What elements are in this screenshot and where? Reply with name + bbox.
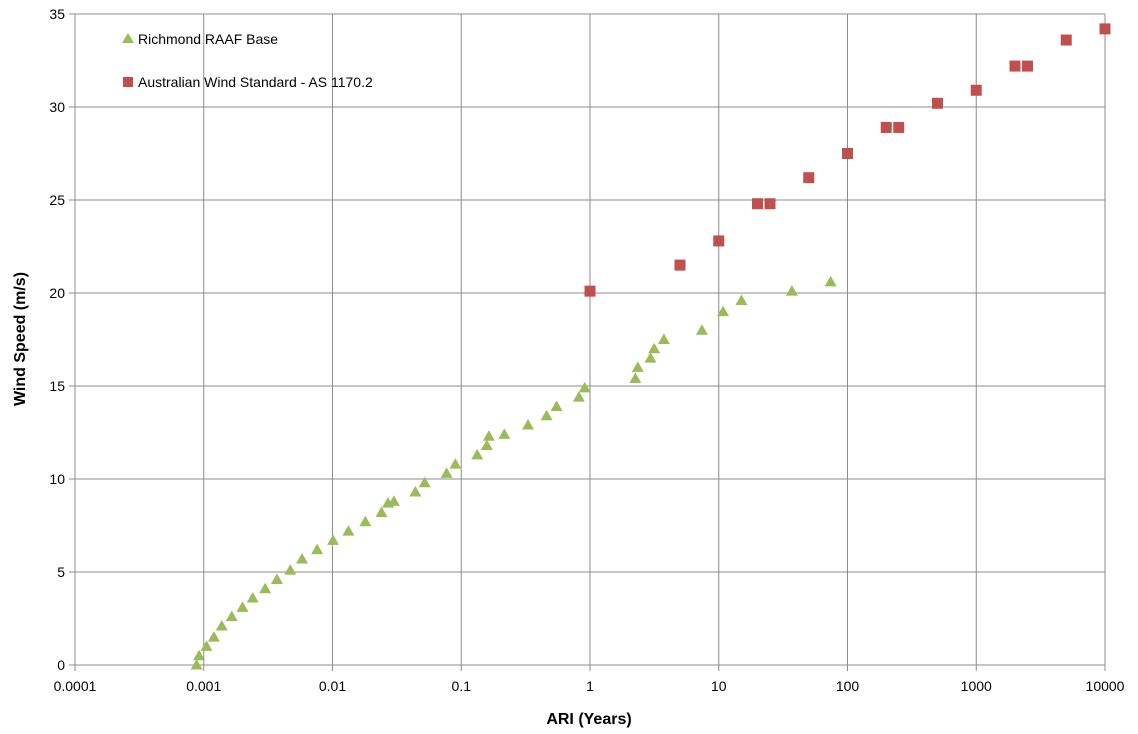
triangle-point	[572, 391, 585, 402]
triangle-point	[207, 631, 220, 642]
square-point	[764, 198, 776, 210]
triangle-point	[440, 467, 453, 478]
y-tick-label: 5	[57, 564, 65, 580]
triangle-point	[200, 640, 213, 651]
triangle-point	[375, 506, 388, 517]
triangle-point	[270, 573, 283, 584]
triangle-point	[449, 458, 462, 469]
square-point	[970, 84, 982, 96]
triangle-point	[246, 592, 259, 603]
triangle-point	[342, 525, 355, 536]
triangle-point	[522, 419, 535, 430]
triangle-point	[717, 305, 730, 317]
triangle-point	[418, 476, 431, 488]
legend-marker-square	[123, 77, 133, 87]
triangle-point	[550, 400, 563, 411]
x-tick-label: 10000	[1086, 678, 1125, 694]
gridlines	[75, 13, 1106, 665]
triangle-point	[644, 352, 657, 363]
triangle-point	[193, 649, 206, 661]
y-tick-label: 25	[49, 192, 65, 208]
square-point	[1060, 34, 1072, 46]
triangle-point	[480, 439, 493, 451]
triangle-point	[695, 324, 708, 335]
triangle-point	[284, 564, 297, 575]
x-tick-label: 0.1	[452, 678, 472, 694]
legend: Richmond RAAF Base Australian Wind Stand…	[122, 31, 373, 90]
x-tick-label: 100	[836, 678, 860, 694]
triangle-point	[296, 552, 309, 564]
y-tick-label: 30	[49, 99, 65, 115]
x-tick-label: 0.01	[319, 678, 346, 694]
x-tick-label: 0.0001	[54, 678, 97, 694]
triangle-point	[259, 582, 272, 594]
triangle-point	[629, 372, 642, 384]
y-tick-labels: 0 5 10 15 20 25 30 35	[49, 6, 65, 673]
triangle-point	[236, 601, 249, 612]
triangle-point	[631, 361, 644, 372]
square-point	[752, 198, 764, 210]
square-point	[803, 172, 815, 184]
x-tick-labels: 0.0001 0.001 0.01 0.1 1 10 100 1000 10000	[54, 678, 1125, 694]
square-point	[893, 121, 905, 133]
x-tick-label: 1000	[961, 678, 992, 694]
y-tick-label: 20	[49, 285, 65, 301]
square-point	[584, 285, 596, 297]
y-tick-label: 0	[57, 657, 65, 673]
triangle-point	[578, 381, 591, 393]
square-point	[1021, 60, 1033, 72]
legend-label-as1170: Australian Wind Standard - AS 1170.2	[138, 74, 373, 90]
y-tick-label: 35	[49, 6, 65, 22]
triangle-point	[387, 495, 400, 506]
triangle-point	[498, 428, 511, 439]
legend-item-as1170: Australian Wind Standard - AS 1170.2	[123, 74, 373, 90]
x-tick-label: 10	[711, 678, 727, 694]
triangle-point	[657, 333, 670, 344]
triangle-point	[327, 534, 340, 545]
y-tick-label: 15	[49, 378, 65, 394]
triangle-point	[215, 619, 228, 631]
triangle-point	[785, 285, 798, 296]
axes	[69, 13, 1106, 671]
triangle-point	[311, 543, 324, 555]
y-axis-title: Wind Speed (m/s)	[12, 272, 29, 406]
square-point	[1009, 60, 1021, 72]
square-point	[880, 121, 892, 133]
triangle-point	[225, 610, 238, 622]
triangle-point	[409, 486, 422, 497]
triangle-point	[359, 515, 372, 527]
square-point	[1099, 23, 1111, 35]
triangle-point	[482, 430, 495, 441]
square-point	[674, 259, 686, 271]
square-point	[842, 148, 853, 159]
triangle-point	[735, 294, 748, 305]
triangle-point	[648, 342, 661, 354]
legend-marker-triangle	[122, 33, 134, 43]
x-tick-label: 0.001	[186, 678, 221, 694]
triangle-point	[471, 448, 484, 460]
triangle-point	[540, 409, 553, 421]
y-tick-label: 10	[49, 471, 65, 487]
data-points	[190, 23, 1111, 670]
x-tick-label: 1	[586, 678, 594, 694]
legend-label-richmond: Richmond RAAF Base	[138, 31, 278, 47]
triangle-point	[824, 275, 837, 287]
square-point	[931, 97, 943, 109]
square-point	[713, 235, 725, 247]
x-axis-title: ARI (Years)	[546, 711, 631, 728]
triangle-point	[190, 659, 203, 670]
legend-item-richmond: Richmond RAAF Base	[122, 31, 278, 47]
